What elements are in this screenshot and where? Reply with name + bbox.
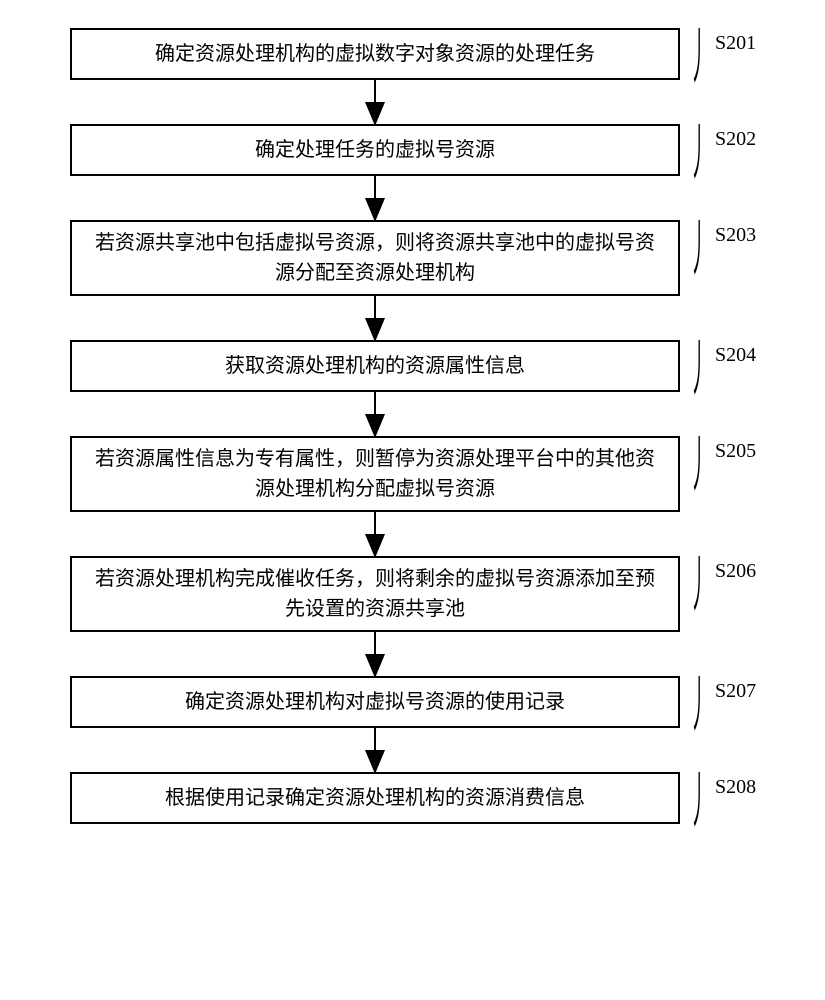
step-box-S207: 确定资源处理机构对虚拟号资源的使用记录	[70, 676, 680, 728]
step-label-S208: S208	[715, 776, 756, 799]
step-label-text: S205	[715, 440, 756, 462]
step-label-S205: S205	[715, 440, 756, 463]
brace-S201: 丿	[690, 10, 707, 98]
step-text: 若资源属性信息为专有属性，则暂停为资源处理平台中的其他资源处理机构分配虚拟号资源	[88, 444, 662, 504]
step-label-text: S201	[715, 32, 756, 54]
step-label-text: S207	[715, 680, 756, 702]
step-box-S205: 若资源属性信息为专有属性，则暂停为资源处理平台中的其他资源处理机构分配虚拟号资源	[70, 436, 680, 512]
step-text: 若资源共享池中包括虚拟号资源，则将资源共享池中的虚拟号资源分配至资源处理机构	[88, 228, 662, 288]
step-text: 获取资源处理机构的资源属性信息	[225, 351, 525, 381]
step-text: 确定资源处理机构的虚拟数字对象资源的处理任务	[155, 39, 595, 69]
step-text: 确定处理任务的虚拟号资源	[255, 135, 495, 165]
step-label-text: S203	[715, 224, 756, 246]
step-text: 若资源处理机构完成催收任务，则将剩余的虚拟号资源添加至预先设置的资源共享池	[88, 564, 662, 624]
brace-S205: 丿	[690, 418, 707, 506]
step-box-S206: 若资源处理机构完成催收任务，则将剩余的虚拟号资源添加至预先设置的资源共享池	[70, 556, 680, 632]
step-box-S201: 确定资源处理机构的虚拟数字对象资源的处理任务	[70, 28, 680, 80]
step-label-text: S204	[715, 344, 756, 366]
flowchart-canvas: 确定资源处理机构的虚拟数字对象资源的处理任务丿S201确定处理任务的虚拟号资源丿…	[0, 0, 825, 1000]
brace-S202: 丿	[690, 106, 707, 194]
step-box-S202: 确定处理任务的虚拟号资源	[70, 124, 680, 176]
step-label-text: S202	[715, 128, 756, 150]
step-label-S207: S207	[715, 680, 756, 703]
step-label-S201: S201	[715, 32, 756, 55]
step-label-S202: S202	[715, 128, 756, 151]
brace-S208: 丿	[690, 754, 707, 842]
step-label-text: S206	[715, 560, 756, 582]
brace-S204: 丿	[690, 322, 707, 410]
step-label-S206: S206	[715, 560, 756, 583]
step-label-S203: S203	[715, 224, 756, 247]
step-label-text: S208	[715, 776, 756, 798]
step-label-S204: S204	[715, 344, 756, 367]
brace-S206: 丿	[690, 538, 707, 626]
brace-S203: 丿	[690, 202, 707, 290]
step-box-S204: 获取资源处理机构的资源属性信息	[70, 340, 680, 392]
brace-S207: 丿	[690, 658, 707, 746]
step-text: 根据使用记录确定资源处理机构的资源消费信息	[165, 783, 585, 813]
step-box-S208: 根据使用记录确定资源处理机构的资源消费信息	[70, 772, 680, 824]
step-box-S203: 若资源共享池中包括虚拟号资源，则将资源共享池中的虚拟号资源分配至资源处理机构	[70, 220, 680, 296]
step-text: 确定资源处理机构对虚拟号资源的使用记录	[185, 687, 565, 717]
